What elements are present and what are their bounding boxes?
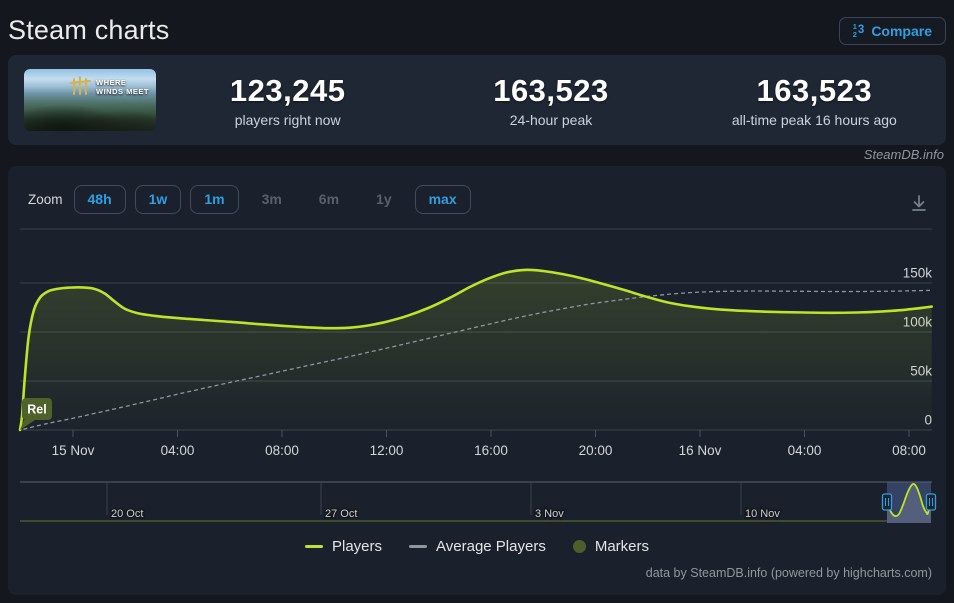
navigator-date-label: 10 Nov — [745, 508, 780, 520]
stat-label: all-time peak 16 hours ago — [731, 111, 897, 128]
navigator-left-handle[interactable] — [881, 493, 893, 511]
zoom-buttons: 48h 1w 1m 3m 6m 1y max — [73, 185, 471, 214]
stat-item: 163,523 24-hour peak — [419, 73, 682, 128]
average-players-line — [23, 289, 932, 430]
players-area-fill — [20, 269, 932, 430]
chart-legend: Players Average Players Markers — [8, 538, 946, 555]
legend-label: Average Players — [436, 538, 546, 555]
zoom-label: Zoom — [28, 191, 63, 207]
steamdb-watermark: SteamDB.info — [863, 147, 944, 162]
legend-swatch-circle — [572, 540, 586, 553]
stat-item: 163,523 all-time peak 16 hours ago — [683, 73, 946, 128]
zoom-button-3m: 3m — [248, 185, 296, 214]
legend-item-markers[interactable]: Markers — [572, 538, 649, 555]
navigator-date-label: 3 Nov — [535, 508, 564, 520]
navigator-left-handle-grip — [881, 493, 893, 511]
stats-bar: WHERE WINDS MEET 123,245 players right n… — [8, 55, 946, 145]
zoom-button-max[interactable]: max — [414, 185, 471, 214]
stats-items: 123,245 players right now 163,523 24-hour… — [156, 73, 946, 128]
stat-value: 163,523 — [756, 72, 873, 108]
page-title: Steam charts — [8, 15, 170, 45]
players-line — [18, 268, 933, 432]
legend-swatch-line — [409, 545, 428, 548]
legend-swatch-line — [305, 545, 323, 548]
zoom-toolbar: Zoom 48h 1w 1m 3m 6m 1y max — [28, 185, 471, 214]
stat-item: 123,245 players right now — [156, 73, 419, 128]
zoom-button-1w[interactable]: 1w — [134, 185, 182, 214]
stat-value: 163,523 — [493, 72, 609, 108]
legend-label: Markers — [594, 538, 649, 555]
zoom-button-1m[interactable]: 1m — [190, 185, 239, 214]
x-axis-label: 15 Nov — [52, 443, 95, 458]
x-axis-label: 16:00 — [474, 443, 508, 458]
navigator-right-handle-grip — [925, 493, 937, 511]
y-axis-label: 150k — [903, 266, 933, 281]
legend-item-average-players[interactable]: Average Players — [409, 538, 546, 555]
release-flag[interactable]: Rel — [20, 398, 52, 430]
zoom-button-6m: 6m — [305, 185, 353, 214]
zoom-button-1y: 1y — [362, 185, 406, 214]
release-flag-box — [22, 398, 52, 420]
navigator-date-label: 27 Oct — [325, 508, 357, 520]
x-axis-label: 08:00 — [892, 443, 926, 458]
chart-credits: data by SteamDB.info (powered by highcha… — [645, 566, 932, 580]
stat-value: 123,245 — [229, 72, 346, 108]
stat-label: players right now — [234, 111, 341, 128]
x-axis-label: 20:00 — [579, 443, 613, 458]
x-axis-label: 04:00 — [161, 443, 195, 458]
x-axis-label: 16 Nov — [679, 443, 722, 458]
legend-label: Players — [332, 538, 383, 555]
stat-label: 24-hour peak — [509, 111, 593, 128]
players-chart: 050k100k150k15 Nov04:0008:0012:0016:0020… — [18, 228, 937, 523]
download-icon — [912, 195, 926, 211]
navigator-date-label: 20 Oct — [111, 508, 143, 520]
x-axis-label: 04:00 — [788, 443, 822, 458]
game-title: WHERE WINDS MEET — [96, 78, 149, 97]
game-logo-emblem-icon — [70, 76, 91, 95]
navigator-series-area — [887, 483, 931, 523]
game-capsule-image[interactable]: WHERE WINDS MEET — [24, 69, 156, 131]
release-flag-pointer — [20, 420, 35, 430]
compare-button-label: Compare — [871, 22, 932, 39]
x-axis-label: 12:00 — [370, 443, 404, 458]
navigator-series-line — [886, 483, 932, 517]
x-axis-label: 08:00 — [265, 443, 299, 458]
release-flag-label: Rel — [27, 403, 46, 417]
legend-item-players[interactable]: Players — [305, 538, 382, 555]
zoom-button-48h[interactable]: 48h — [73, 185, 126, 214]
navigator-right-handle[interactable] — [925, 493, 937, 511]
export-chart-button[interactable] — [906, 190, 932, 219]
game-capsule-art — [24, 69, 156, 131]
